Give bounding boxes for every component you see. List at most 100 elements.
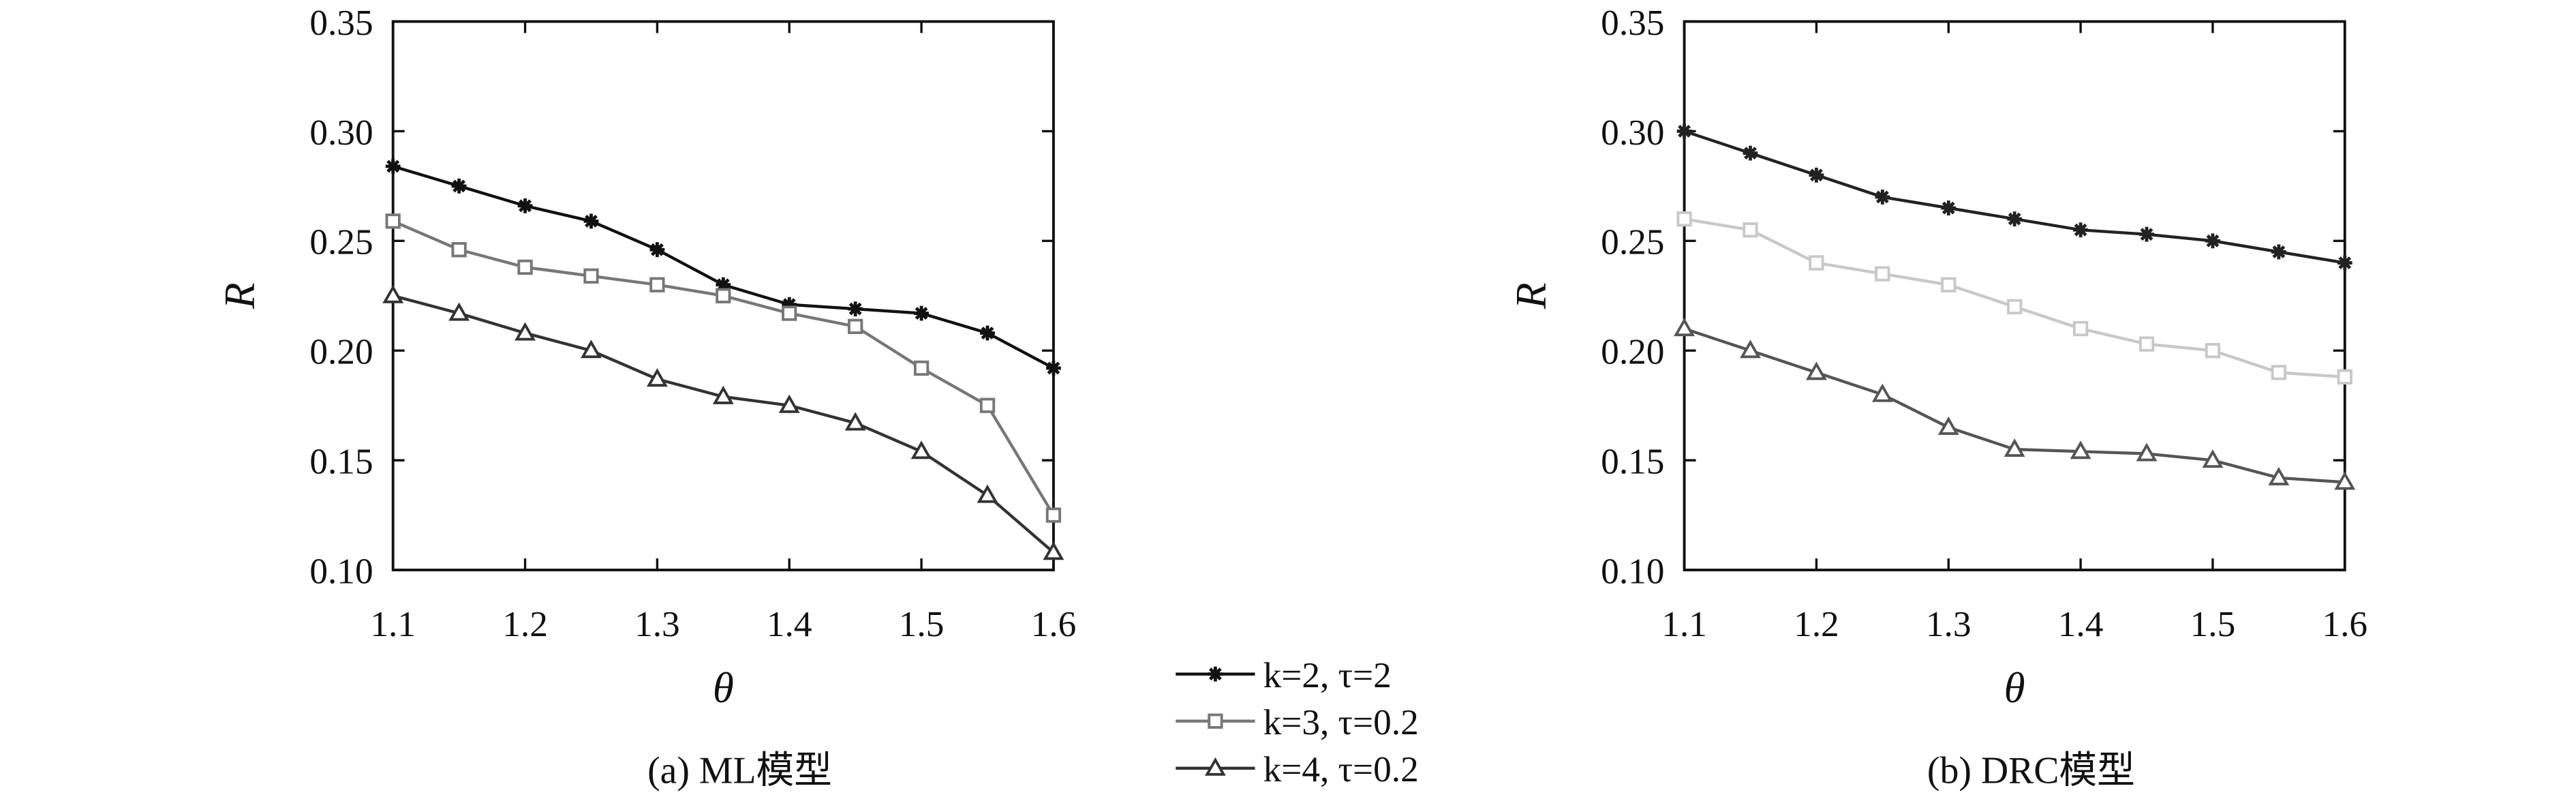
y-tick-label: 0.10 [309,551,373,591]
marker [2202,449,2224,468]
marker [1743,145,1758,161]
y-tick-label: 0.30 [309,112,373,153]
chart-caption: (b) DRC模型 [1927,750,2135,792]
legend-item: k=2, τ=2 [1176,655,1392,695]
y-tick-label: 0.15 [309,442,373,482]
marker [1809,167,1824,183]
series-line [392,220,1055,516]
y-tick-label: 0.10 [1601,551,1664,591]
y-tick-label: 0.35 [1601,3,1664,43]
series-line [393,294,1055,554]
marker [2073,222,2088,238]
marker [2072,320,2089,337]
marker [2205,233,2220,249]
marker [517,198,533,213]
marker [844,412,866,431]
marker [2271,244,2286,260]
y-tick-label: 0.15 [1601,442,1664,482]
marker [848,318,863,334]
x-tick-label: 1.4 [2058,604,2104,644]
marker [2337,369,2352,385]
marker [712,385,734,404]
series-line [393,164,1054,370]
legend-marker [1204,757,1226,776]
marker [2004,438,2025,457]
marker [979,397,996,413]
legend-label: k=4, τ=0.2 [1263,749,1419,790]
marker [2007,211,2023,227]
marker [385,159,401,174]
y-tick-label: 0.25 [1601,222,1664,262]
marker [649,277,665,292]
marker [2334,471,2356,490]
marker [649,242,665,258]
marker [716,288,731,303]
marker [778,394,800,413]
marker [1674,318,1695,337]
marker [2337,255,2352,271]
marker [646,368,668,387]
x-tick-label: 1.3 [1926,604,1972,644]
marker [782,305,797,321]
marker [1809,255,1824,271]
x-tick-label: 1.5 [2190,604,2236,644]
legend-label: k=2, τ=2 [1263,655,1392,695]
marker [1043,541,1064,560]
marker [583,213,599,229]
x-tick-label: 1.5 [899,604,945,644]
marker [2138,336,2155,352]
marker [385,213,401,229]
y-tick-label: 0.20 [1601,332,1664,372]
series-line [1683,327,2345,484]
marker [583,268,599,284]
marker [1941,200,1957,215]
marker [1875,266,1890,282]
marker [782,297,797,312]
marker [2271,365,2286,380]
y-tick-label: 0.35 [309,3,373,43]
marker [451,242,467,258]
legend-label: k=3, τ=0.2 [1263,702,1419,742]
x-tick-label: 1.2 [502,604,548,644]
marker [913,360,930,376]
marker [2268,466,2290,485]
marker [1740,340,1761,359]
marker [1805,361,1827,380]
legend-item: k=4, τ=0.2 [1176,749,1419,790]
marker [848,301,863,316]
marker [451,178,467,194]
marker [1941,277,1957,292]
marker [2070,440,2091,460]
series-line [1684,217,2345,379]
marker [2136,442,2158,462]
y-tick-label: 0.30 [1601,112,1664,153]
marker [977,484,998,503]
marker [1875,190,1890,205]
x-tick-label: 1.1 [370,604,416,644]
x-tick-label: 1.1 [1661,604,1707,644]
x-axis-label: θ [713,664,734,712]
x-tick-label: 1.4 [767,604,812,644]
marker [1676,211,1692,227]
marker [1046,361,1061,376]
marker [448,302,470,321]
x-axis-label: θ [2004,664,2025,712]
marker [382,284,404,303]
marker [2007,299,2023,315]
marker [910,440,932,460]
marker [1676,123,1692,139]
marker [2205,343,2221,359]
marker [914,305,929,321]
series-line [1683,130,2346,265]
plot-frame [1683,20,2346,571]
marker [980,325,995,341]
legend-marker [1208,666,1223,682]
x-tick-label: 1.6 [2322,604,2367,644]
legend-item: k=3, τ=0.2 [1176,702,1419,742]
marker [2139,226,2154,242]
x-tick-label: 1.3 [634,604,680,644]
marker [1743,222,1758,238]
x-tick-label: 1.2 [1794,604,1839,644]
